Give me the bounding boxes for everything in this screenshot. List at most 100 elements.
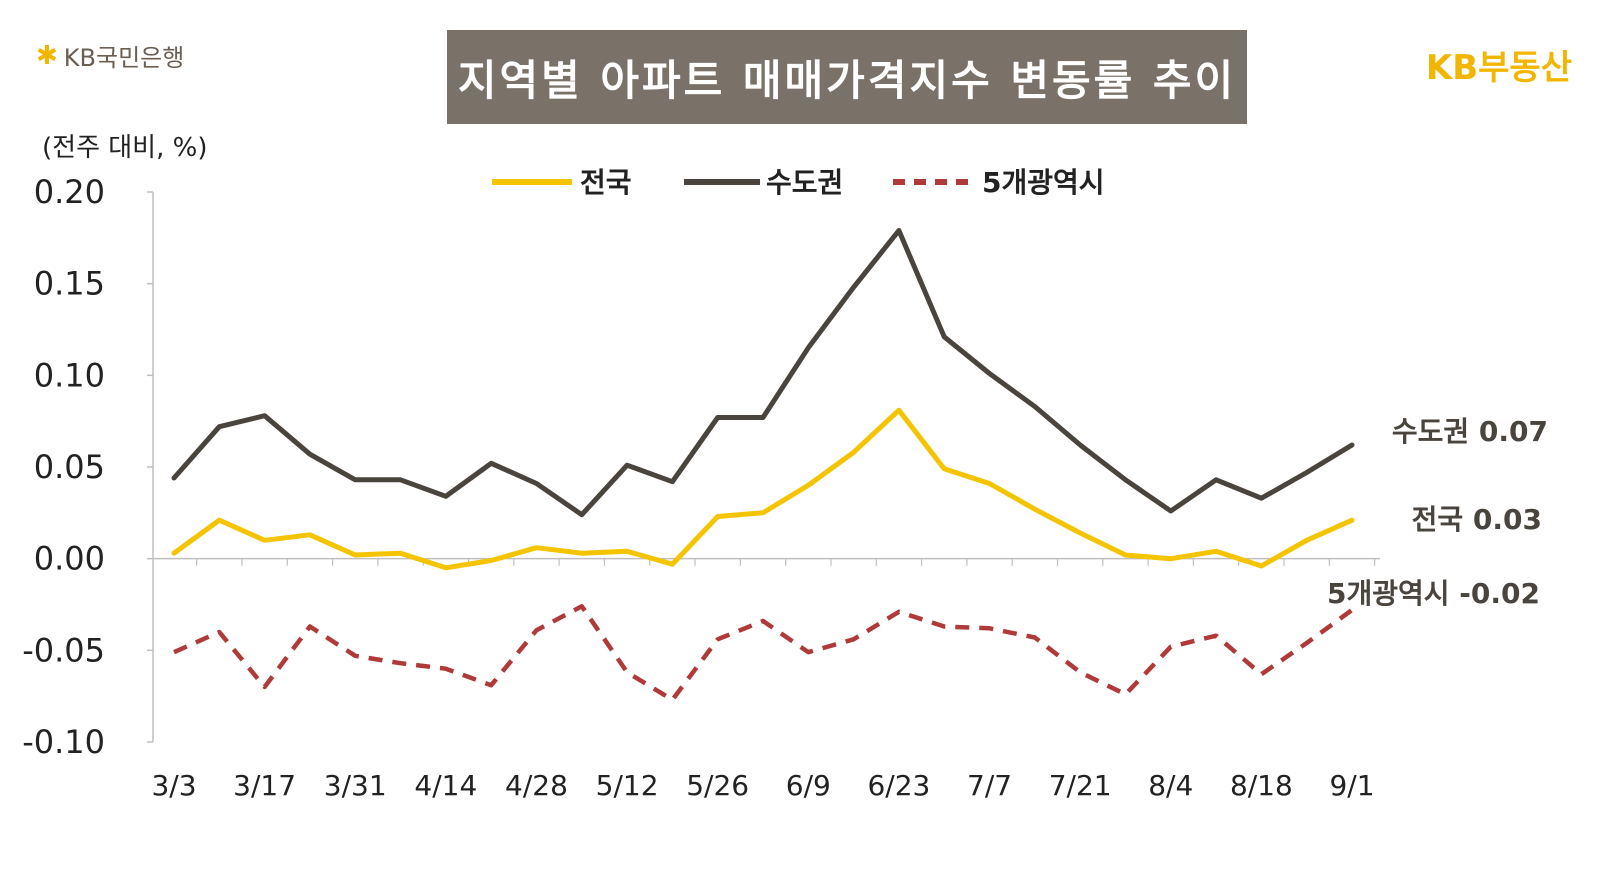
data-point	[806, 483, 810, 487]
data-point	[1169, 509, 1173, 513]
data-point	[1214, 634, 1218, 638]
data-point	[399, 478, 403, 482]
data-point	[444, 566, 448, 570]
x-tick-label: 6/23	[867, 769, 930, 802]
data-point	[580, 551, 584, 555]
data-point	[1214, 549, 1218, 553]
data-point	[625, 463, 629, 467]
data-point	[1305, 641, 1309, 645]
chart-title: 지역별 아파트 매매가격지수 변동률 추이	[457, 55, 1237, 105]
data-point	[444, 494, 448, 498]
data-point	[761, 619, 765, 623]
data-point	[852, 285, 856, 289]
y-tick-label: -0.05	[22, 631, 105, 669]
series-line-3	[173, 604, 1354, 703]
data-point	[852, 450, 856, 454]
series-line-2	[171, 228, 1355, 518]
data-point	[172, 650, 176, 654]
data-point	[1259, 672, 1263, 676]
data-point	[670, 562, 674, 566]
x-tick-label: 8/18	[1230, 769, 1293, 802]
series-end-label: 전국 0.03	[1412, 503, 1542, 536]
x-tick-label: 7/21	[1049, 769, 1112, 802]
data-point	[1033, 405, 1037, 409]
series-line-1	[171, 407, 1355, 571]
data-point	[1305, 471, 1309, 475]
series-end-label: 5개광역시 -0.02	[1327, 577, 1540, 610]
x-tick-label: 5/12	[596, 769, 659, 802]
x-tick-label: 7/7	[967, 769, 1012, 802]
data-point	[625, 670, 629, 674]
data-point	[1033, 507, 1037, 511]
data-point	[489, 559, 493, 563]
data-point	[1078, 670, 1082, 674]
data-point	[625, 549, 629, 553]
chart-title-box: 지역별 아파트 매매가격지수 변동률 추이	[447, 30, 1247, 124]
data-point	[806, 650, 810, 654]
y-tick-label: -0.10	[22, 723, 105, 761]
data-point	[263, 414, 267, 418]
y-tick-label: 0.15	[34, 265, 105, 303]
data-point	[217, 518, 221, 522]
data-point	[1033, 636, 1037, 640]
data-point	[988, 626, 992, 630]
data-point	[716, 637, 720, 641]
data-point	[988, 372, 992, 376]
brand-left-label: KB국민은행	[63, 44, 185, 72]
data-point	[716, 515, 720, 519]
data-point	[716, 416, 720, 420]
data-point	[670, 698, 674, 702]
data-point	[217, 630, 221, 634]
kb-realestate-brand: KB부동산	[1426, 40, 1572, 89]
data-point	[942, 335, 946, 339]
x-tick-label: 4/28	[505, 769, 568, 802]
data-point	[1169, 645, 1173, 649]
data-point	[489, 461, 493, 465]
y-tick-label: 0.05	[34, 448, 105, 486]
x-tick-label: 8/4	[1148, 769, 1193, 802]
data-point	[1078, 443, 1082, 447]
data-point	[897, 408, 901, 412]
data-point	[534, 482, 538, 486]
data-point	[399, 551, 403, 555]
data-point	[1169, 557, 1173, 561]
data-point	[852, 637, 856, 641]
data-point	[1350, 518, 1354, 522]
legend-label: 전국	[580, 166, 632, 199]
x-tick-label: 9/1	[1329, 769, 1374, 802]
data-point	[1123, 478, 1127, 482]
data-point	[172, 476, 176, 480]
data-point	[580, 604, 584, 608]
data-point	[1259, 564, 1263, 568]
x-tick-label: 5/26	[686, 769, 749, 802]
data-point	[399, 661, 403, 665]
data-point	[942, 625, 946, 629]
data-point	[534, 628, 538, 632]
data-point	[988, 482, 992, 486]
data-point	[1123, 553, 1127, 557]
data-point	[263, 685, 267, 689]
data-point	[1123, 692, 1127, 696]
data-point	[1305, 538, 1309, 542]
y-axis-unit-label: (전주 대비, %)	[42, 133, 208, 163]
y-tick-label: 0.10	[34, 356, 105, 394]
x-tick-label: 3/31	[324, 769, 387, 802]
data-point	[217, 425, 221, 429]
data-point	[308, 452, 312, 456]
data-point	[263, 538, 267, 542]
data-point	[806, 346, 810, 350]
brand-right-label: KB부동산	[1425, 48, 1572, 88]
data-point	[444, 667, 448, 671]
kb-kookmin-brand: ✱ KB국민은행	[36, 38, 184, 73]
x-tick-label: 3/3	[151, 769, 196, 802]
data-point	[308, 625, 312, 629]
data-point	[761, 416, 765, 420]
data-point	[534, 546, 538, 550]
data-point	[761, 511, 765, 515]
x-tick-label: 3/17	[233, 769, 296, 802]
data-point	[489, 683, 493, 687]
data-point	[1259, 496, 1263, 500]
data-point	[897, 229, 901, 233]
legend-label: 5개광역시	[982, 166, 1105, 199]
